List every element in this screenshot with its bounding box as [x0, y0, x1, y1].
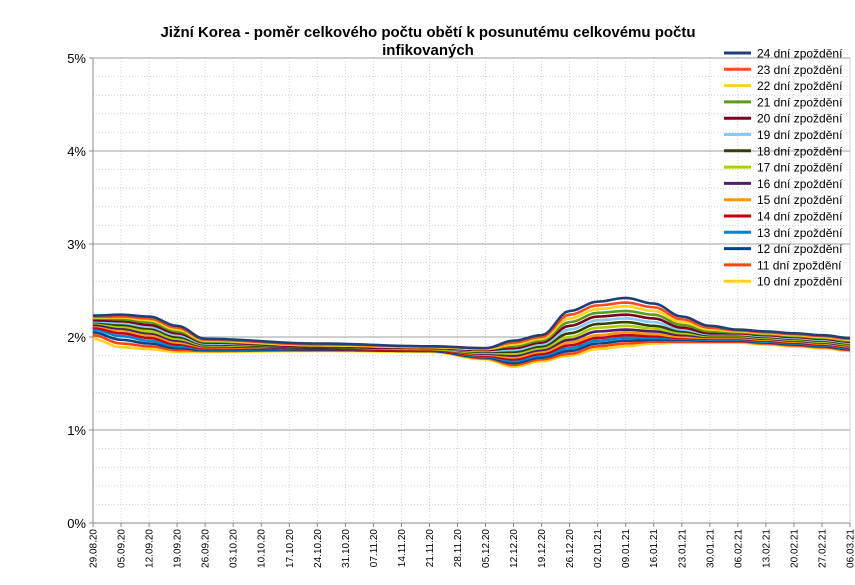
- x-tick-label: 07.11.20: [369, 529, 380, 568]
- legend-entry: 11 dní zpoždění: [757, 258, 842, 272]
- x-tick-label: 30.01.21: [705, 529, 716, 568]
- legend-entry: 15 dní zpoždění: [757, 193, 843, 207]
- x-axis-ticks: 29.08.20 05.09.20 12.09.20 19.09.20 26.09.20…: [89, 523, 855, 568]
- grid-major: [93, 57, 850, 524]
- legend-entry: 10 dní zpoždění: [757, 275, 843, 289]
- axes: [92, 58, 851, 524]
- y-axis-ticks: 0% 1% 2% 3% 4% 5%: [67, 51, 93, 531]
- y-tick-label: 1%: [67, 423, 86, 438]
- y-tick-label: 3%: [67, 237, 86, 252]
- x-tick-label: 19.12.20: [537, 529, 548, 568]
- x-tick-label: 27.02.21: [817, 529, 828, 568]
- legend-entry: 12 dní zpoždění: [757, 242, 843, 256]
- x-tick-label: 20.02.21: [789, 529, 800, 568]
- x-tick-label: 31.10.20: [341, 529, 352, 568]
- legend-entry: 24 dní zpoždění: [757, 47, 843, 61]
- legend-entry: 21 dní zpoždění: [757, 95, 843, 109]
- legend-entry: 17 dní zpoždění: [757, 161, 843, 175]
- x-tick-label: 05.09.20: [117, 529, 128, 568]
- x-tick-label: 12.12.20: [509, 529, 520, 568]
- x-tick-label: 09.01.21: [621, 529, 632, 568]
- x-tick-label: 24.10.20: [313, 529, 324, 568]
- legend-entry: 16 dní zpoždění: [757, 177, 843, 191]
- x-tick-label: 21.11.20: [425, 529, 436, 568]
- legend-entry: 19 dní zpoždění: [757, 128, 843, 142]
- x-tick-label: 26.12.20: [565, 529, 576, 568]
- x-tick-label: 05.12.20: [481, 529, 492, 568]
- x-tick-label: 02.01.21: [593, 529, 604, 568]
- chart-title-line-2: infikovaných: [382, 42, 474, 59]
- x-tick-label: 12.09.20: [145, 529, 156, 568]
- x-tick-label: 03.10.20: [229, 529, 240, 568]
- x-tick-label: 19.09.20: [173, 529, 184, 568]
- x-tick-label: 10.10.20: [257, 529, 268, 568]
- series-lines: [92, 296, 851, 369]
- legend-entry: 20 dní zpoždění: [757, 112, 843, 126]
- chart-title-line-1: Jižní Korea - poměr celkového počtu obět…: [160, 24, 695, 41]
- legend-entry: 22 dní zpoždění: [757, 79, 843, 93]
- legend-entry: 18 dní zpoždění: [757, 144, 843, 158]
- x-tick-label: 13.02.21: [761, 529, 772, 568]
- x-tick-label: 06.02.21: [733, 529, 744, 568]
- legend-entry: 13 dní zpoždění: [757, 226, 843, 240]
- x-tick-label: 23.01.21: [677, 529, 688, 568]
- y-tick-label: 4%: [67, 144, 86, 159]
- x-tick-label: 26.09.20: [201, 529, 212, 568]
- legend-entry: 14 dní zpoždění: [757, 210, 843, 224]
- x-tick-label: 14.11.20: [397, 529, 408, 568]
- series-line-1: [92, 296, 851, 350]
- x-tick-label: 06.03.21: [846, 529, 855, 568]
- y-tick-label: 0%: [67, 516, 86, 531]
- x-tick-label: 16.01.21: [649, 529, 660, 568]
- y-tick-label: 2%: [67, 330, 86, 345]
- x-tick-label: 17.10.20: [285, 529, 296, 568]
- chart-title: Jižní Korea - poměr celkového počtu obět…: [160, 24, 695, 59]
- x-tick-label: 28.11.20: [453, 529, 464, 568]
- legend: 24 dní zpoždění 23 dní zpoždění 22 dní zpo…: [724, 47, 843, 289]
- y-tick-label: 5%: [67, 51, 86, 66]
- legend-entry: 23 dní zpoždění: [757, 63, 843, 77]
- x-tick-label: 29.08.20: [89, 529, 100, 568]
- grid-minor: [92, 58, 851, 523]
